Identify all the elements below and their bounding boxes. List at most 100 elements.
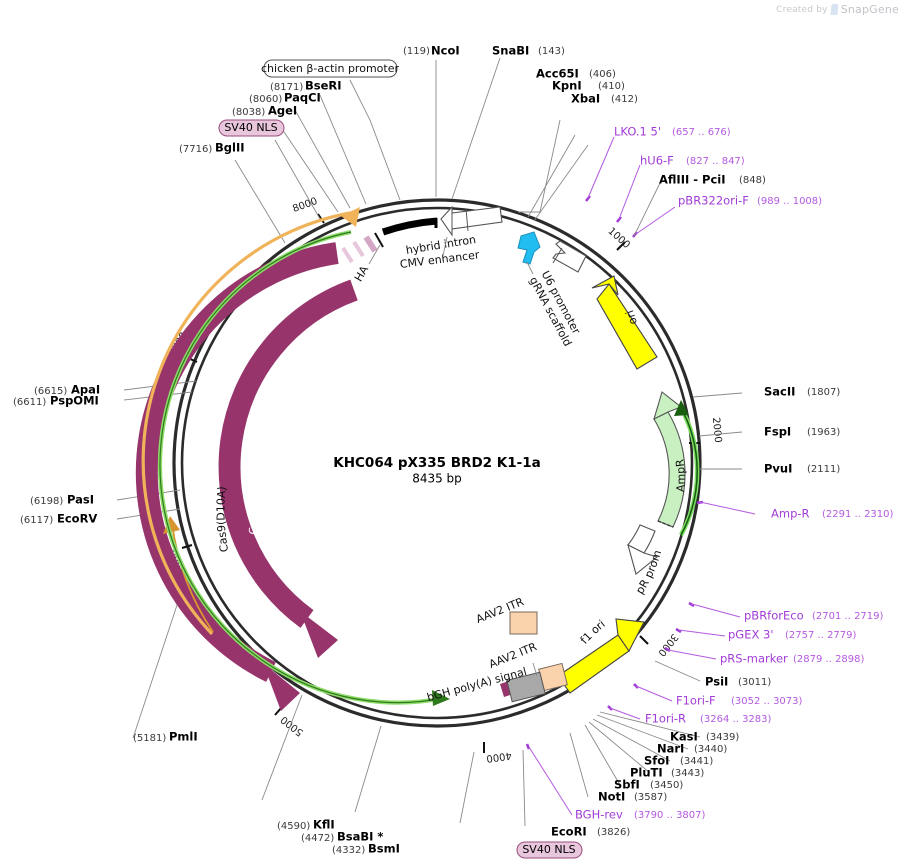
enzyme-pos: (412): [611, 94, 638, 105]
primer-name: pGEX 3': [728, 628, 774, 642]
enzyme-pos: (3826): [597, 827, 630, 838]
enzyme-name: BglII: [215, 141, 245, 155]
primer-range: (2291 .. 2310): [822, 509, 894, 520]
feature-label: SV40 NLS: [522, 843, 575, 856]
primer-range: (3264 .. 3283): [700, 714, 772, 725]
primer-name: F1ori-R: [645, 712, 686, 726]
enzyme-name: AflIII - PciI: [659, 173, 726, 187]
enzyme-name: XbaI: [571, 92, 600, 106]
enzyme-labels-left: (6117) EcoRV (6198) PasI (6611) PspOMI (…: [13, 383, 100, 527]
enzyme-pos: (406): [589, 69, 616, 80]
plasmid-size: 8435 bp: [412, 472, 462, 486]
enzyme-name: PaqCI: [284, 91, 321, 105]
green-annotation-arc: [157, 229, 450, 706]
enzyme-name: PasI: [67, 493, 94, 507]
feature-sv40-nls-label-bottom: SV40 NLS: [516, 841, 583, 859]
enzyme-pos: (1807): [807, 387, 840, 398]
primer-range: (989 .. 1008): [757, 196, 822, 207]
feature-label: chicken β-actin promoter: [261, 62, 399, 75]
enzyme-pos: (1963): [807, 427, 840, 438]
enzyme-pos: (6615): [34, 386, 67, 397]
tick-3000: 3000: [639, 631, 680, 658]
enzyme-name: PvuI: [764, 462, 792, 476]
primer-range: (657 .. 676): [672, 127, 731, 138]
enzyme-name: NcoI: [431, 44, 460, 58]
enzyme-pos: (2111): [807, 464, 840, 475]
enzyme-name: PmlI: [169, 730, 198, 744]
feature-sv40-nls-label-top: SV40 NLS: [218, 119, 285, 137]
enzyme-pos: (3587): [634, 792, 667, 803]
enzyme-name: KpnI: [552, 79, 582, 93]
feature-label-ha: HA: [352, 263, 371, 284]
feature-ampr: [627, 391, 700, 575]
enzyme-name: FspI: [764, 425, 791, 439]
snapgene-watermark: Created by SnapGene: [776, 3, 899, 16]
feature-label: SV40 NLS: [224, 121, 277, 134]
enzyme-labels-top: (119) NcoI SnaBI (143) Acc65I (406) KpnI…: [403, 44, 766, 187]
primer-name: hU6-F: [640, 154, 674, 168]
enzyme-labels-right: SacII (1807) FspI (1963) PvuI (2111) Amp…: [764, 385, 894, 521]
snapgene-logo-icon: [830, 4, 839, 15]
enzyme-name: BseRI: [305, 79, 342, 93]
enzyme-pos: (6117): [20, 515, 53, 526]
feature-aav2-itr-1: [509, 611, 538, 635]
feature-cmv-enhancer: [440, 205, 503, 237]
feature-f1-ori: [557, 618, 645, 694]
enzyme-name: SbfI: [614, 778, 640, 792]
enzyme-leader-lines: [116, 57, 743, 827]
enzyme-pos: (4590): [277, 821, 310, 832]
enzyme-pos: (143): [538, 46, 565, 57]
feature-cas9-arrows: [135, 217, 513, 711]
watermark-prefix: Created by: [776, 4, 828, 15]
feature-label-cas9-d10a: Cas9(D10A): [214, 486, 231, 553]
primer-name: pRS-marker: [720, 652, 788, 666]
labels-lower-right: pBRforEco (2701 .. 2719) pGEX 3' (2757 .…: [551, 609, 884, 839]
primer-range: (2757 .. 2779): [785, 630, 857, 641]
primer-labels-upper-right: LKO.1 5' (657 .. 676) hU6-F (827 .. 847)…: [614, 125, 822, 208]
feature-chicken-actin-promoter-label: chicken β-actin promoter: [261, 59, 399, 78]
enzyme-pos: (6198): [30, 496, 63, 507]
primer-range: (3052 .. 3073): [731, 696, 803, 707]
enzyme-name: PsiI: [705, 675, 728, 689]
enzyme-pos: (4332): [332, 845, 365, 856]
enzyme-pos: (8171): [270, 82, 303, 93]
feature-label-aav2-itr-2: AAV2 ITR: [487, 640, 539, 671]
enzyme-pos: (6611): [13, 397, 46, 408]
tick-1000: 1000: [606, 226, 632, 251]
primer-range: (3790 .. 3807): [634, 810, 706, 821]
enzyme-name: NotI: [598, 790, 625, 804]
plasmid-title-group: KHC064 pX335 BRD2 K1-1a 8435 bp: [333, 455, 540, 486]
tick-label: 2000: [710, 417, 723, 443]
enzyme-labels-bottom-left: (4332) BsmI (4472) BsaBI * (4590) KflI (…: [133, 730, 400, 857]
primer-range: (2879 .. 2898): [793, 654, 865, 665]
enzyme-labels-upper-left: (8171) BseRI (8060) PaqCI (8038) AgeI (7…: [179, 79, 342, 156]
enzyme-name: BsaBI *: [337, 830, 383, 844]
enzyme-pos: (410): [598, 81, 625, 92]
enzyme-pos: (119): [403, 46, 430, 57]
orange-annotation-arc: [141, 207, 360, 636]
inner-feature-labels: Cas9 Cas9(D10A) AmpR AmpR promoter ori f…: [0, 0, 688, 704]
primer-name: BGH-rev: [575, 808, 623, 822]
enzyme-name: BsmI: [368, 842, 400, 856]
enzyme-name: KasI: [670, 730, 698, 744]
enzyme-pos: (7716): [179, 144, 212, 155]
enzyme-name: SnaBI: [492, 44, 529, 58]
enzyme-name: EcoRV: [57, 512, 97, 526]
tick-label: 4000: [486, 749, 513, 763]
enzyme-name: SacII: [764, 385, 795, 399]
feature-nls-ha-blocks: [341, 232, 384, 264]
enzyme-pos: (8060): [249, 94, 282, 105]
primer-range: (2701 .. 2719): [812, 611, 884, 622]
primer-leader-lines: [528, 136, 756, 816]
feature-ori-arrow: [591, 275, 658, 370]
enzyme-name: ApaI: [71, 383, 100, 397]
enzyme-name: AgeI: [268, 104, 297, 118]
enzyme-name: PspOMI: [50, 394, 99, 408]
primer-range: (827 .. 847): [686, 156, 745, 167]
feature-label-cas9: Cas9: [246, 507, 260, 535]
primer-name: Amp-R: [771, 507, 810, 521]
feature-label-ampr: AmpR: [673, 458, 687, 492]
primer-name: F1ori-F: [676, 694, 716, 708]
